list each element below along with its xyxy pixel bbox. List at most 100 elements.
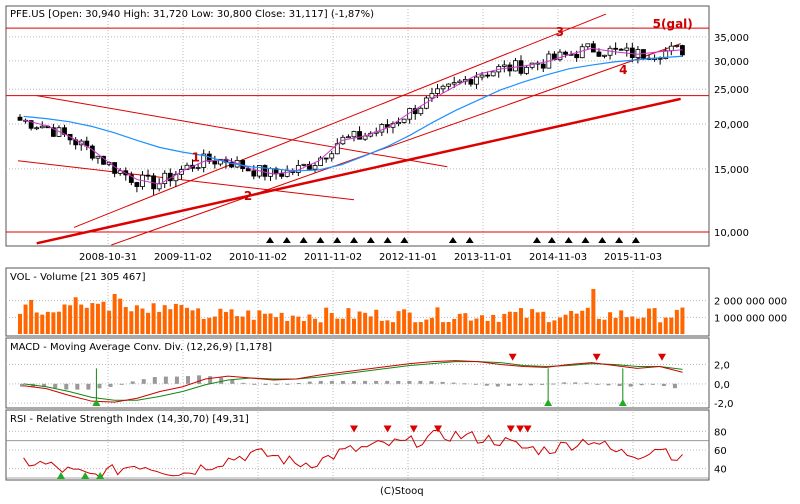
volume-bar — [18, 313, 22, 334]
trend-line — [73, 13, 607, 228]
volume-bar — [279, 312, 284, 334]
volume-bar — [491, 314, 496, 334]
date-tick-label: 2010-11-02 — [229, 252, 287, 263]
volume-bar — [647, 308, 652, 334]
volume-bar — [335, 318, 340, 334]
candle-body — [440, 85, 446, 90]
macd-hist-bar — [429, 381, 434, 384]
volume-tick-label: 1 000 000 000 — [714, 313, 787, 324]
macd-hist-bar — [628, 383, 633, 387]
candle-body — [396, 122, 401, 125]
signal-triangle — [532, 237, 541, 243]
macd-hist-bar — [617, 383, 622, 387]
macd-hist-bar — [584, 382, 589, 384]
volume-bar — [146, 312, 151, 334]
volume-bar — [441, 322, 446, 334]
candle-body — [590, 43, 596, 53]
signal-markers — [266, 237, 640, 243]
candle-body — [95, 155, 101, 159]
wave-label: 3 — [556, 25, 564, 39]
signal-triangle — [282, 237, 291, 243]
axis-labels: 35,000 30,000 25,000 20,000 15,000 10,000 2008… — [79, 17, 787, 476]
volume-bar — [168, 309, 173, 334]
volume-bar — [641, 317, 646, 334]
macd-hist-bar — [141, 379, 146, 384]
volume-bar — [34, 312, 39, 334]
volume-bar — [624, 317, 629, 334]
macd-hist-bar — [639, 383, 644, 386]
trend-lines — [6, 13, 709, 246]
macd-hist-bar — [230, 379, 235, 384]
volume-bar — [229, 309, 234, 334]
candle-body — [128, 174, 134, 183]
volume-bar — [218, 308, 223, 334]
volume-bar — [201, 318, 206, 334]
macd-hist-bar — [540, 383, 545, 385]
rsi-line — [6, 425, 709, 479]
volume-bar — [123, 307, 128, 334]
rsi-sell-marker — [350, 425, 358, 433]
macd-hist-bar — [440, 381, 445, 384]
ma-slow-line — [23, 55, 683, 172]
trend-line — [36, 95, 448, 168]
macd-sell-marker — [508, 353, 517, 361]
volume-bar — [235, 316, 240, 334]
macd-tick-label: 0,0 — [714, 380, 730, 391]
macd-lines — [20, 353, 683, 406]
macd-hist-bar — [462, 383, 467, 385]
volume-bar — [424, 319, 429, 334]
candle-body — [579, 46, 585, 59]
macd-header: MACD - Moving Average Conv. Div. (12,26,… — [10, 342, 272, 353]
volume-bar — [468, 320, 473, 334]
signal-triangle — [299, 237, 308, 243]
macd-hist-bar — [506, 383, 511, 386]
volume-bar — [274, 317, 279, 334]
candle-body — [585, 43, 591, 48]
macd-hist-bar — [274, 383, 279, 385]
volume-bar — [112, 294, 117, 334]
candle-body — [613, 47, 619, 50]
volume-bar — [134, 305, 139, 334]
volume-bar — [313, 318, 318, 334]
candle-body — [307, 163, 312, 170]
macd-hist-bar — [661, 383, 666, 387]
volume-bar — [173, 303, 178, 334]
volume-bar — [485, 320, 490, 334]
date-tick-label: 2012-11-01 — [379, 252, 437, 263]
volume-bar — [368, 316, 373, 334]
macd-hist-bar — [451, 382, 456, 384]
signal-triangle — [615, 237, 624, 243]
volume-bar — [619, 310, 624, 334]
price-panel — [5, 5, 710, 247]
candle-body — [451, 82, 457, 85]
candle-body — [418, 107, 424, 115]
volume-bar — [346, 308, 351, 334]
volume-bars — [18, 289, 685, 334]
macd-hist-bar — [296, 382, 301, 384]
volume-bar — [246, 310, 251, 334]
volume-bar — [502, 313, 507, 334]
candle-body — [457, 80, 463, 84]
volume-bar — [480, 315, 485, 334]
candles — [17, 40, 685, 195]
candle-body — [663, 50, 669, 59]
signal-triangle — [400, 237, 409, 243]
rsi-tick-label: 40 — [714, 465, 727, 476]
price-tick-label: 10,000 — [714, 228, 749, 239]
volume-bar — [363, 312, 368, 334]
candle-body — [618, 48, 624, 51]
macd-hist-bar — [529, 383, 534, 386]
macd-hist-bar — [163, 376, 168, 384]
candle-body — [479, 74, 485, 78]
candle-body — [34, 127, 40, 130]
macd-hist-bar — [396, 380, 401, 384]
volume-bar — [352, 318, 356, 334]
volume-bar — [569, 310, 574, 334]
macd-hist-bar — [562, 382, 567, 384]
signal-triangle — [350, 237, 358, 243]
candle-body — [602, 54, 607, 57]
macd-hist-bar — [97, 383, 102, 389]
trend-line — [36, 97, 681, 245]
volume-bar — [635, 318, 640, 334]
macd-tick-label: 2,0 — [714, 361, 730, 372]
